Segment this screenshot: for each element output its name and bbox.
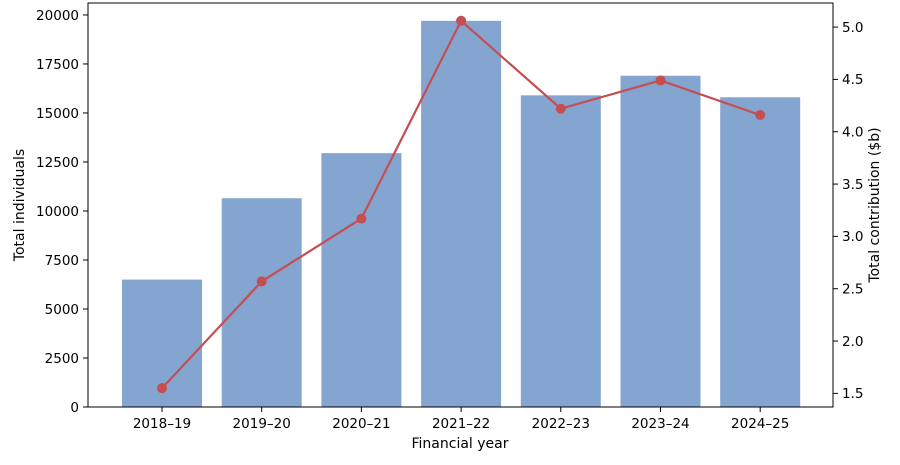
y-right-tick-label: 4.0	[842, 125, 863, 141]
y-right-tick-label: 3.0	[842, 229, 863, 245]
y-right-tick-label: 2.0	[842, 334, 863, 350]
y-right-tick-label: 4.5	[842, 72, 863, 88]
y-left-tick-label: 5000	[45, 302, 79, 318]
x-tick-label: 2018–19	[133, 416, 191, 432]
bar	[720, 97, 801, 408]
y-left-tick-label: 7500	[45, 253, 79, 269]
y-left-tick-label: 2500	[45, 351, 79, 367]
x-tick-label: 2021–22	[432, 416, 490, 432]
x-tick-label: 2023–24	[631, 416, 689, 432]
line-marker	[157, 383, 167, 394]
bar	[620, 75, 701, 407]
bar	[321, 153, 402, 407]
y-right-tick-label: 2.5	[842, 282, 863, 298]
y-left-tick-label: 0	[70, 400, 79, 416]
line-marker	[655, 75, 666, 86]
plot-border	[87, 2, 834, 408]
line-marker	[356, 213, 367, 224]
y-left-tick-label: 17500	[36, 57, 79, 73]
bar	[520, 95, 601, 408]
line-marker	[555, 103, 566, 114]
x-tick-label: 2022–23	[532, 416, 590, 432]
y-right-tick-label: 1.5	[842, 386, 863, 402]
right-axis-title: Total contribution ($b)	[867, 127, 883, 283]
y-left-tick-label: 10000	[36, 204, 79, 220]
bar	[421, 20, 502, 407]
x-tick-label: 2020–21	[332, 416, 390, 432]
y-right-tick-label: 5.0	[842, 20, 863, 36]
y-left-tick-label: 20000	[36, 8, 79, 24]
x-axis-title: Financial year	[411, 436, 509, 452]
x-tick-label: 2024–25	[731, 416, 789, 432]
y-left-tick-label: 12500	[36, 155, 79, 171]
y-left-tick-label: 15000	[36, 106, 79, 122]
left-axis-title: Total individuals	[12, 148, 28, 262]
line-marker	[755, 109, 766, 120]
x-tick-label: 2019–20	[233, 416, 291, 432]
bar	[221, 198, 302, 407]
line-marker	[456, 15, 467, 26]
y-right-tick-label: 3.5	[842, 177, 863, 193]
line-marker	[256, 276, 267, 287]
